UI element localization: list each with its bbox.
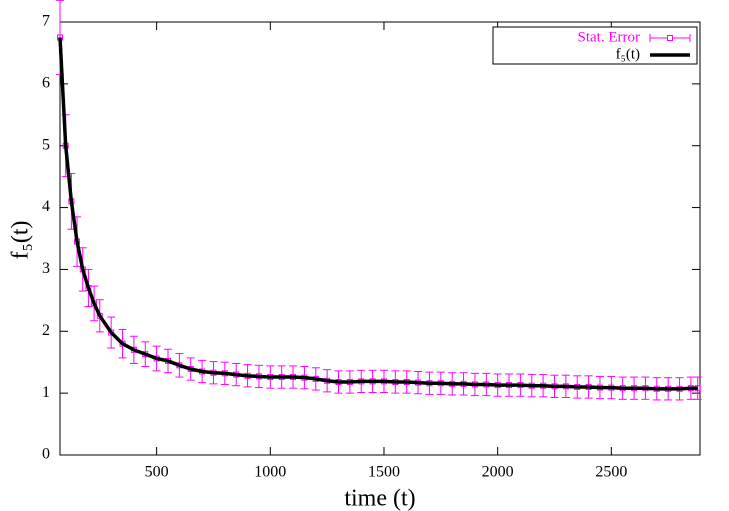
y-tick-label: 5 — [42, 136, 50, 153]
y-tick-label: 1 — [42, 384, 50, 401]
plot-frame — [59, 21, 701, 456]
x-tick-label: 1000 — [254, 464, 286, 481]
y-tick-label: 4 — [42, 198, 50, 215]
legend-swatch — [667, 35, 673, 41]
legend-label: f₅(t) — [616, 46, 640, 62]
legend-box — [492, 26, 698, 65]
line — [58, 37, 698, 391]
y-tick-label: 3 — [42, 260, 50, 277]
x-axis-label: time (t) — [344, 486, 415, 511]
x-tick-label: 500 — [145, 464, 169, 481]
x-tick-label: 2500 — [595, 464, 627, 481]
y-tick-label: 2 — [42, 322, 50, 339]
y-tick-label: 6 — [42, 75, 50, 92]
x-tick-label: 1500 — [368, 464, 400, 481]
legend-label: Stat. Error — [578, 29, 640, 45]
y-tick-label: 7 — [42, 13, 50, 30]
y-tick-label: 0 — [42, 446, 50, 463]
x-tick-label: 2000 — [482, 464, 514, 481]
y-axis-label: f₅(t) — [8, 220, 34, 259]
